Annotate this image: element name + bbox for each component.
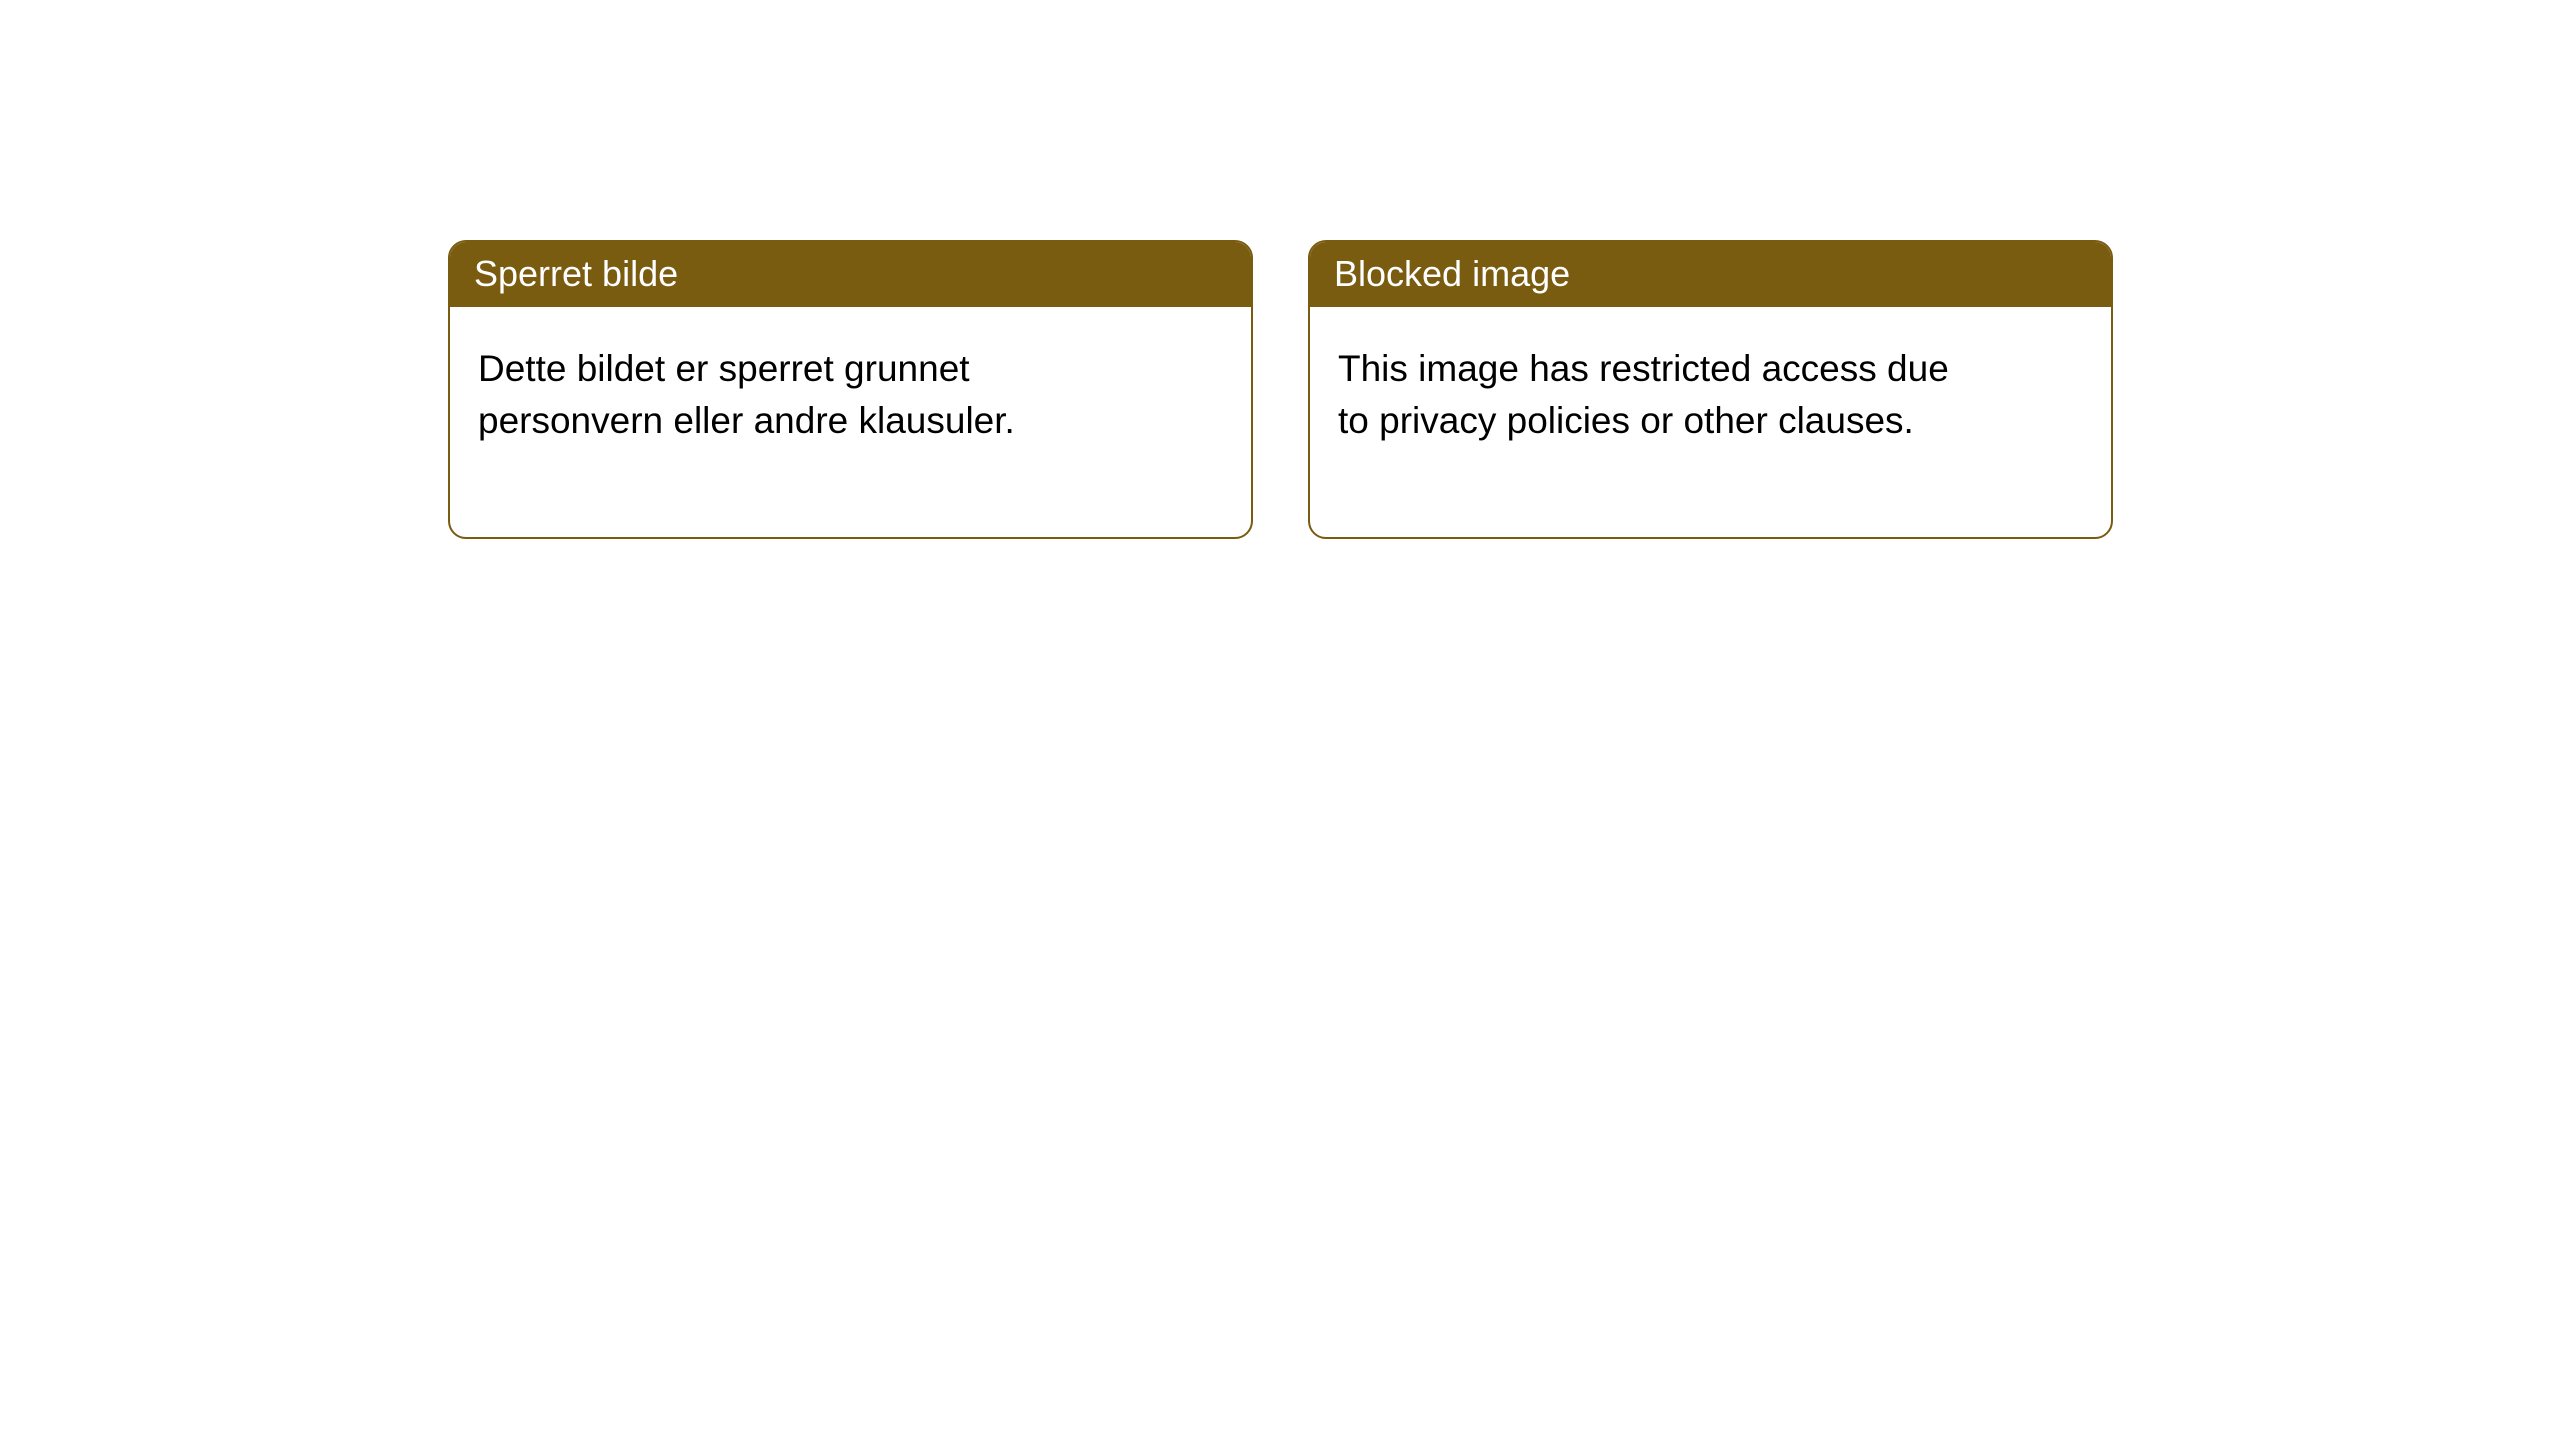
notice-container: Sperret bilde Dette bildet er sperret gr… bbox=[0, 0, 2560, 539]
notice-card-norwegian: Sperret bilde Dette bildet er sperret gr… bbox=[448, 240, 1253, 539]
notice-body: This image has restricted access due to … bbox=[1310, 307, 2010, 537]
notice-header: Blocked image bbox=[1310, 242, 2111, 307]
notice-card-english: Blocked image This image has restricted … bbox=[1308, 240, 2113, 539]
notice-body: Dette bildet er sperret grunnet personve… bbox=[450, 307, 1150, 537]
notice-header: Sperret bilde bbox=[450, 242, 1251, 307]
